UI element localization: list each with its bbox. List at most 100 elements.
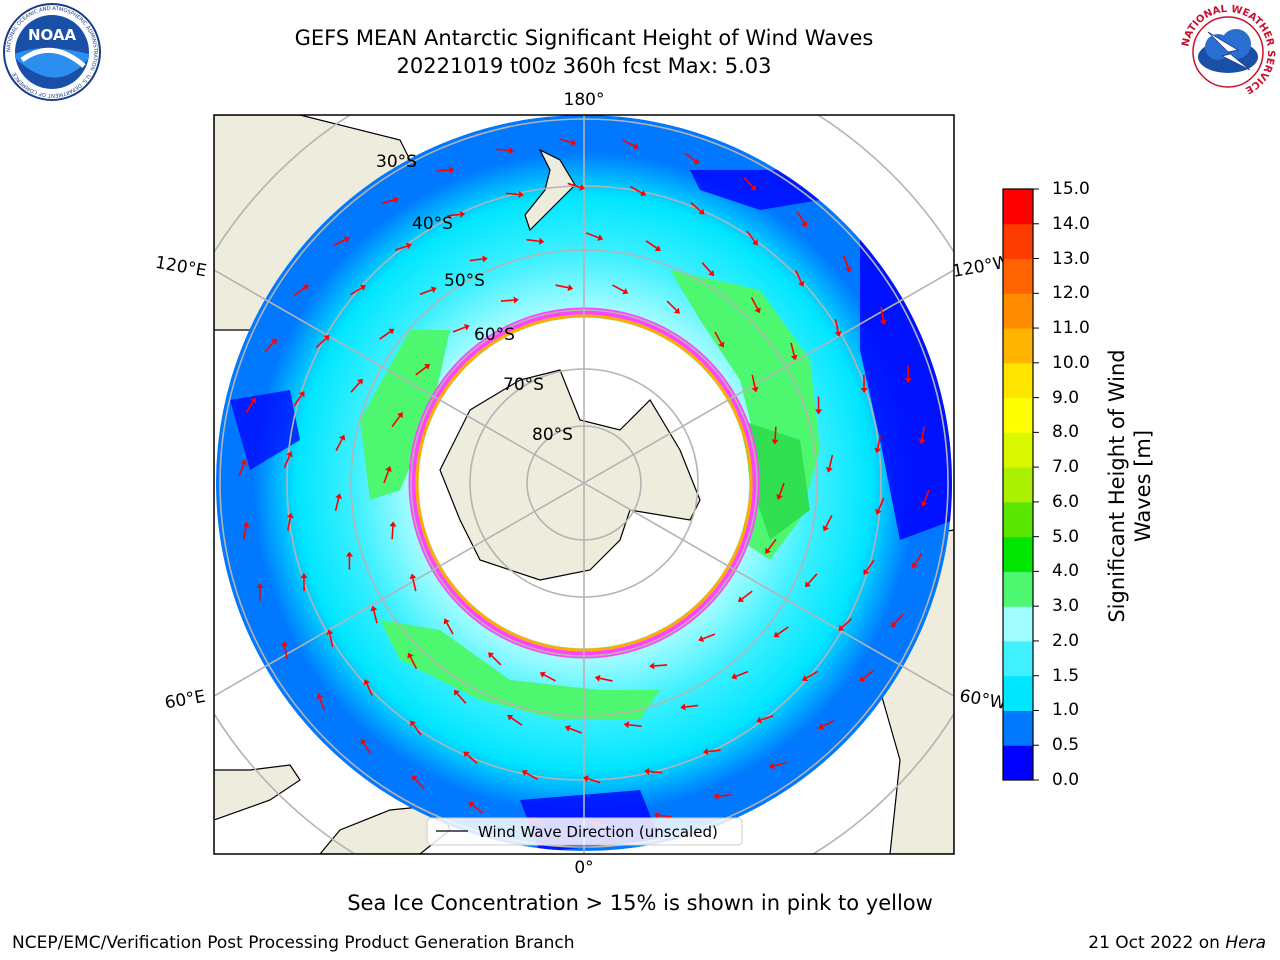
- wave-direction-arrow-head: [430, 286, 437, 293]
- wave-direction-arrow-head: [649, 662, 655, 670]
- wave-direction-arrow-shaft: [333, 238, 346, 247]
- wave-direction-arrow-shaft: [690, 202, 702, 212]
- wave-direction-arrow-head: [693, 158, 700, 165]
- colorbar-tick-label: 12.0: [1052, 283, 1090, 304]
- wave-direction-arrow-head: [370, 605, 378, 612]
- wave-direction-arrow-shaft: [334, 498, 340, 512]
- wave-direction-arrow-shaft: [741, 590, 753, 600]
- colorbar-tick-label: 1.5: [1052, 665, 1080, 686]
- graticule: [214, 115, 954, 854]
- wave-direction-arrow-shaft: [335, 438, 343, 451]
- wave-direction-arrow-shaft: [880, 307, 885, 321]
- colorbar-tick-label: 1.0: [1052, 700, 1080, 721]
- wave-direction-arrow-head: [385, 466, 392, 472]
- wave-direction-arrow-shaft: [767, 538, 777, 551]
- colorbar-tick-label: 2.0: [1052, 630, 1080, 651]
- wave-direction-arrow-head: [388, 328, 395, 335]
- wave-direction-arrow-shaft: [379, 331, 391, 340]
- wave-direction-arrow-shaft: [286, 517, 292, 531]
- wave-direction-arrow-shaft: [877, 497, 885, 511]
- map-panel: [213, 114, 955, 855]
- colorbar-tick-label: 3.0: [1052, 596, 1080, 617]
- wave-direction-arrow-shaft: [264, 341, 275, 353]
- wave-direction-arrow-shaft: [238, 463, 245, 477]
- wave-direction-arrow-shaft: [862, 669, 875, 680]
- wave-direction-arrow-head: [776, 494, 783, 500]
- wave-direction-arrow-shaft: [466, 754, 478, 764]
- wave-direction-arrow-head: [805, 581, 811, 588]
- wave-direction-arrow-shaft: [569, 727, 582, 734]
- wave-direction-arrow-shaft: [743, 176, 754, 188]
- wave-direction-arrow-shaft: [505, 192, 519, 196]
- colorbar-bin: [1003, 397, 1033, 433]
- wave-direction-arrow-shaft: [328, 633, 334, 648]
- colorbar-bin: [1003, 432, 1033, 468]
- wave-direction-arrow-shaft: [599, 677, 613, 682]
- wave-direction-arrow-head: [859, 675, 866, 682]
- wave-direction-arrow-shaft: [391, 526, 394, 540]
- wave-direction-arrow-head: [904, 377, 912, 383]
- wave-direction-arrow-head: [570, 139, 577, 146]
- wave-direction-arrow-shaft: [805, 670, 818, 679]
- wave-direction-arrow-shaft: [543, 674, 556, 682]
- legend-label: Wind Wave Direction (unscaled): [478, 823, 718, 841]
- colorbar-tick-label: 5.0: [1052, 526, 1080, 547]
- wave-direction-arrow-head: [768, 762, 775, 770]
- wave-direction-arrow-shaft: [807, 573, 818, 585]
- new-zealand-landmass: [524, 148, 576, 232]
- wave-direction-arrow-head: [539, 671, 546, 678]
- wave-direction-arrow-shaft: [318, 697, 326, 711]
- wave-direction-arrow-head: [718, 341, 725, 348]
- wave-direction-arrow-shaft: [685, 704, 699, 708]
- colorbar-bin: [1003, 223, 1033, 260]
- wave-direction-arrow-head: [240, 459, 248, 466]
- wave-direction-arrow-head: [326, 629, 334, 635]
- lat-label-80s: 80°S: [532, 425, 573, 445]
- wave-direction-arrow-shaft: [447, 213, 461, 217]
- lat-label-40s: 40°S: [412, 214, 453, 234]
- wave-direction-arrow-head: [863, 568, 870, 575]
- wave-direction-arrow-head: [407, 652, 414, 659]
- wave-direction-arrow-head: [597, 234, 604, 241]
- wave-direction-arrow-shaft: [283, 645, 288, 659]
- chart-title-line-2: 20221019 t00z 360h fcst Max: 5.03: [396, 54, 772, 78]
- wave-direction-arrow-head: [632, 142, 639, 150]
- lon-label-60w: 60°W: [958, 686, 1008, 714]
- wave-direction-arrow-head: [583, 775, 589, 783]
- wave-direction-arrow-head: [360, 738, 367, 745]
- wave-direction-arrow-head: [316, 693, 323, 700]
- colorbar-tick-label: 0.0: [1052, 770, 1080, 790]
- wave-direction-arrow-head: [468, 801, 475, 808]
- footer-credit: NCEP/EMC/Verification Post Processing Pr…: [12, 933, 575, 953]
- wave-direction-arrow-head: [250, 397, 257, 404]
- wave-direction-arrow-head: [860, 387, 868, 393]
- wave-direction-arrow-head: [463, 751, 470, 758]
- map-legend: Wind Wave Direction (unscaled): [426, 817, 743, 846]
- wave-direction-arrow-shaft: [778, 482, 785, 496]
- wave-direction-arrow-shaft: [628, 723, 642, 728]
- wave-direction-arrow-head: [773, 631, 780, 638]
- wave-direction-arrow-shaft: [412, 724, 422, 736]
- wave-direction-arrow-head: [798, 280, 805, 287]
- wave-direction-arrow-head: [754, 307, 761, 314]
- colorbar-frame: [1002, 188, 1034, 781]
- wave-direction-arrow-head: [410, 720, 417, 727]
- colorbar-bin: [1003, 501, 1033, 538]
- wave-direction-arrow-head: [751, 239, 758, 246]
- wave-direction-arrow-shaft: [796, 211, 805, 224]
- wave-direction-arrow-head: [567, 284, 574, 292]
- wave-direction-arrow-shaft: [760, 715, 774, 721]
- wave-direction-arrow-head: [698, 208, 705, 215]
- wave-direction-arrow-shaft: [834, 318, 840, 333]
- colorbar-tick-label: 0.5: [1052, 735, 1080, 756]
- colorbar-tick-label: 10.0: [1052, 352, 1090, 373]
- wave-direction-arrow-shaft: [471, 804, 484, 814]
- wave-direction-arrow-shaft: [500, 299, 514, 302]
- wave-direction-arrow-head: [802, 675, 809, 682]
- wave-direction-arrow-shaft: [718, 794, 732, 797]
- wave-direction-arrow-shaft: [412, 578, 417, 592]
- wave-direction-arrow-head: [423, 363, 431, 370]
- footer-date: 21 Oct 2022 on Hera: [1088, 933, 1266, 953]
- wave-direction-arrow-head: [737, 596, 745, 603]
